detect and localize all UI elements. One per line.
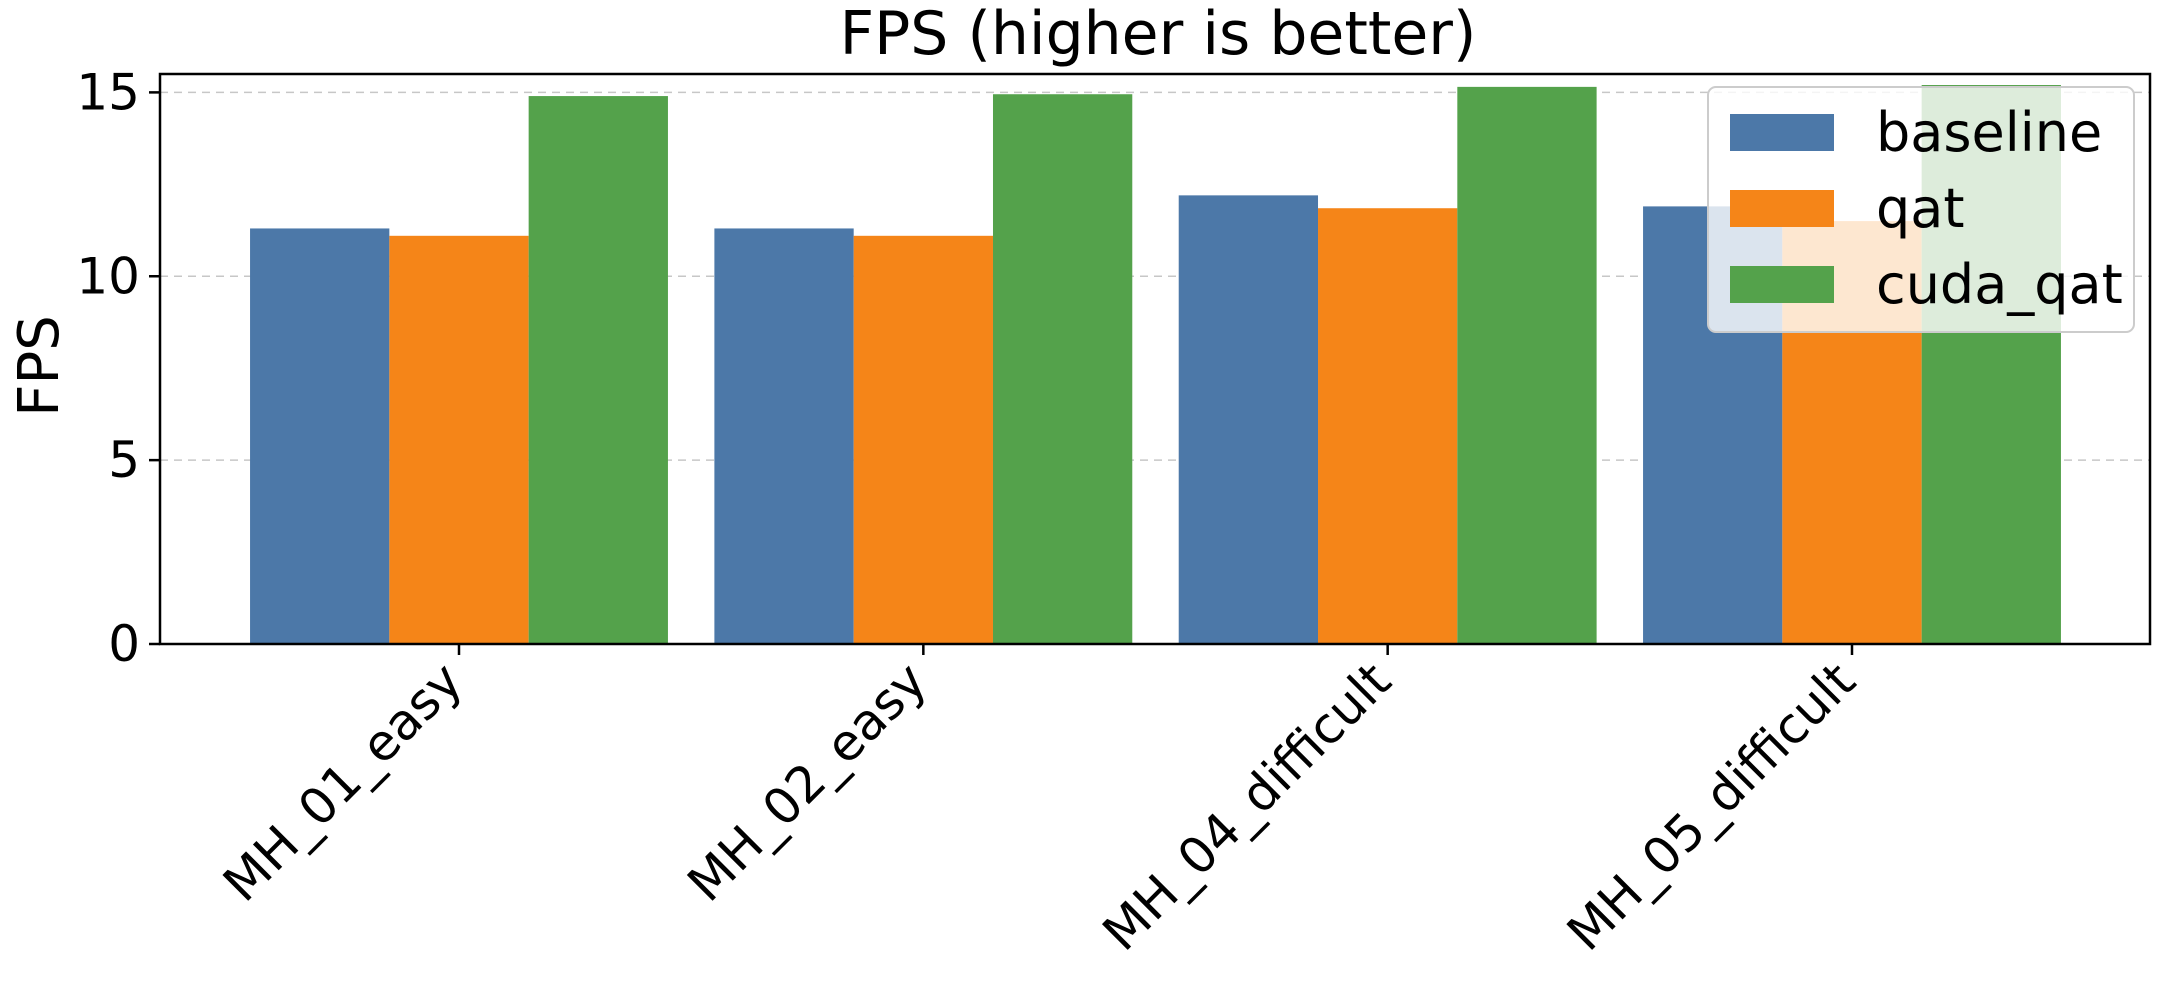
y-tick-label: 15 — [76, 63, 140, 121]
bar-qat-MH_02_easy — [853, 235, 993, 644]
y-tick-label: 10 — [76, 247, 140, 305]
y-tick-label: 5 — [108, 431, 140, 489]
bar-cuda_qat-MH_04_difficult — [1457, 86, 1597, 644]
legend-swatch-cuda_qat — [1730, 266, 1834, 303]
y-axis-label: FPS — [7, 315, 72, 417]
bar-baseline-MH_04_difficult — [1178, 195, 1319, 644]
legend-label-qat: qat — [1876, 177, 1965, 240]
x-tick-label: MH_04_difficult — [1092, 651, 1402, 961]
legend-label-cuda_qat: cuda_qat — [1876, 253, 2123, 316]
bar-cuda_qat-MH_01_easy — [528, 96, 668, 644]
x-tick-label: MH_02_easy — [677, 651, 938, 912]
legend-label-baseline: baseline — [1876, 101, 2102, 164]
x-axis: MH_01_easy MH_02_easy MH_04_difficult MH_05… — [212, 644, 1866, 962]
bar-qat-MH_04_difficult — [1318, 208, 1458, 644]
bar-qat-MH_01_easy — [389, 235, 529, 644]
bar-baseline-MH_01_easy — [250, 228, 390, 645]
legend-swatch-qat — [1730, 190, 1834, 227]
y-tick-label: 0 — [108, 615, 140, 673]
bars — [250, 85, 2061, 645]
x-tick-label: MH_01_easy — [212, 651, 473, 912]
chart-title: FPS (higher is better) — [840, 0, 1477, 69]
legend: baseline qat cuda_qat — [1707, 86, 2135, 333]
bar-baseline-MH_02_easy — [714, 228, 854, 645]
x-tick-label: MH_05_difficult — [1556, 651, 1866, 961]
plot-frame — [158, 72, 2152, 646]
y-axis: 0 5 10 15 — [76, 63, 160, 673]
legend-swatch-baseline — [1730, 114, 1834, 151]
bar-cuda_qat-MH_02_easy — [992, 94, 1133, 644]
